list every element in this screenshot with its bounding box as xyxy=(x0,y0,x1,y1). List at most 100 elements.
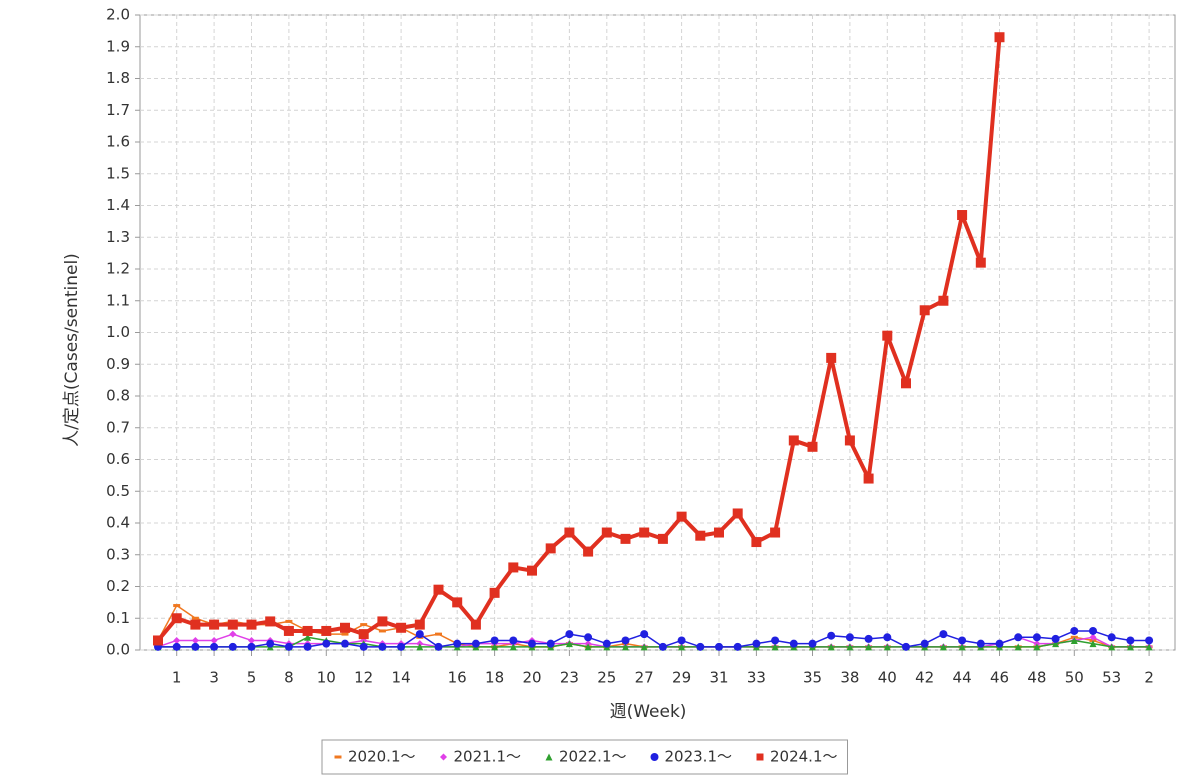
x-axis-label: 週(Week) xyxy=(610,702,687,722)
marker xyxy=(807,441,818,452)
x-tick-label: 18 xyxy=(485,669,504,687)
marker xyxy=(341,639,349,648)
x-tick-label: 42 xyxy=(915,669,934,687)
marker xyxy=(583,546,594,557)
y-tick-label: 0.6 xyxy=(106,450,130,468)
marker xyxy=(1033,643,1041,651)
marker xyxy=(827,631,836,640)
marker xyxy=(658,642,667,651)
x-tick-label: 46 xyxy=(990,669,1009,687)
series-line xyxy=(156,37,1002,642)
marker xyxy=(715,642,723,651)
x-tick-label: 14 xyxy=(392,669,411,687)
marker xyxy=(508,562,519,573)
x-tick-label: 1 xyxy=(172,669,182,687)
marker xyxy=(434,642,443,651)
marker xyxy=(378,642,387,651)
marker xyxy=(396,622,407,633)
marker xyxy=(751,537,762,548)
marker xyxy=(266,639,275,648)
marker xyxy=(304,633,312,641)
marker xyxy=(210,636,218,644)
marker xyxy=(546,639,555,648)
marker xyxy=(153,635,163,646)
marker xyxy=(788,435,799,446)
x-tick-label: 12 xyxy=(354,669,373,687)
marker xyxy=(770,527,781,538)
marker xyxy=(227,619,238,630)
marker xyxy=(639,527,650,538)
x-tick-label: 2 xyxy=(1144,669,1154,687)
marker xyxy=(1126,636,1135,645)
marker xyxy=(995,639,1004,648)
marker xyxy=(191,642,200,651)
marker xyxy=(789,639,798,648)
marker xyxy=(620,533,631,544)
marker xyxy=(602,639,611,648)
marker xyxy=(414,619,425,630)
marker xyxy=(957,210,968,221)
x-tick-label: 23 xyxy=(560,669,579,687)
marker xyxy=(1070,626,1079,635)
marker xyxy=(771,643,779,651)
marker xyxy=(975,257,986,268)
x-tick-label: 8 xyxy=(284,669,294,687)
marker xyxy=(246,619,257,630)
y-tick-label: 2.0 xyxy=(106,6,130,24)
y-axis-label: 人/定点(Cases/sentinel) xyxy=(62,253,82,447)
series-line xyxy=(158,636,1150,648)
marker xyxy=(1089,626,1097,635)
marker xyxy=(920,639,929,648)
x-tick-label: 20 xyxy=(522,669,541,687)
x-tick-label: 40 xyxy=(878,669,897,687)
legend-label: 2023.1～ xyxy=(665,748,733,766)
x-tick-label: 29 xyxy=(672,669,691,687)
marker xyxy=(341,632,349,636)
marker xyxy=(584,633,593,642)
marker xyxy=(958,636,967,645)
marker xyxy=(302,625,313,636)
marker xyxy=(545,753,553,761)
marker xyxy=(1014,643,1022,651)
marker xyxy=(359,642,368,651)
marker xyxy=(845,633,854,642)
marker xyxy=(622,643,629,651)
marker xyxy=(863,473,874,484)
marker xyxy=(358,629,369,640)
marker xyxy=(283,625,294,636)
x-tick-label: 53 xyxy=(1102,669,1121,687)
marker xyxy=(528,639,536,648)
marker xyxy=(846,643,854,651)
x-tick-label: 50 xyxy=(1065,669,1084,687)
marker xyxy=(584,643,592,651)
marker xyxy=(676,511,687,522)
legend-label: 2024.1～ xyxy=(770,748,838,766)
marker xyxy=(377,616,388,627)
marker xyxy=(650,753,659,761)
marker xyxy=(1014,633,1023,642)
marker xyxy=(865,643,873,651)
y-tick-label: 0.7 xyxy=(106,418,130,436)
marker xyxy=(527,565,537,576)
marker xyxy=(490,636,499,645)
marker xyxy=(864,634,873,643)
marker xyxy=(732,508,743,519)
x-tick-label: 27 xyxy=(635,669,654,687)
marker xyxy=(173,636,181,644)
x-tick-label: 25 xyxy=(597,669,616,687)
marker xyxy=(883,643,891,651)
x-tick-label: 44 xyxy=(953,669,972,687)
marker xyxy=(938,295,949,306)
marker xyxy=(565,630,574,639)
x-tick-label: 33 xyxy=(747,669,766,687)
x-tick-label: 5 xyxy=(247,669,257,687)
marker xyxy=(210,642,219,651)
marker xyxy=(509,643,517,651)
marker xyxy=(1089,640,1097,648)
legend-label: 2022.1～ xyxy=(559,748,627,766)
marker xyxy=(640,630,649,639)
marker xyxy=(416,643,424,651)
marker xyxy=(1145,643,1153,651)
marker xyxy=(303,642,312,651)
x-tick-label: 3 xyxy=(209,669,219,687)
